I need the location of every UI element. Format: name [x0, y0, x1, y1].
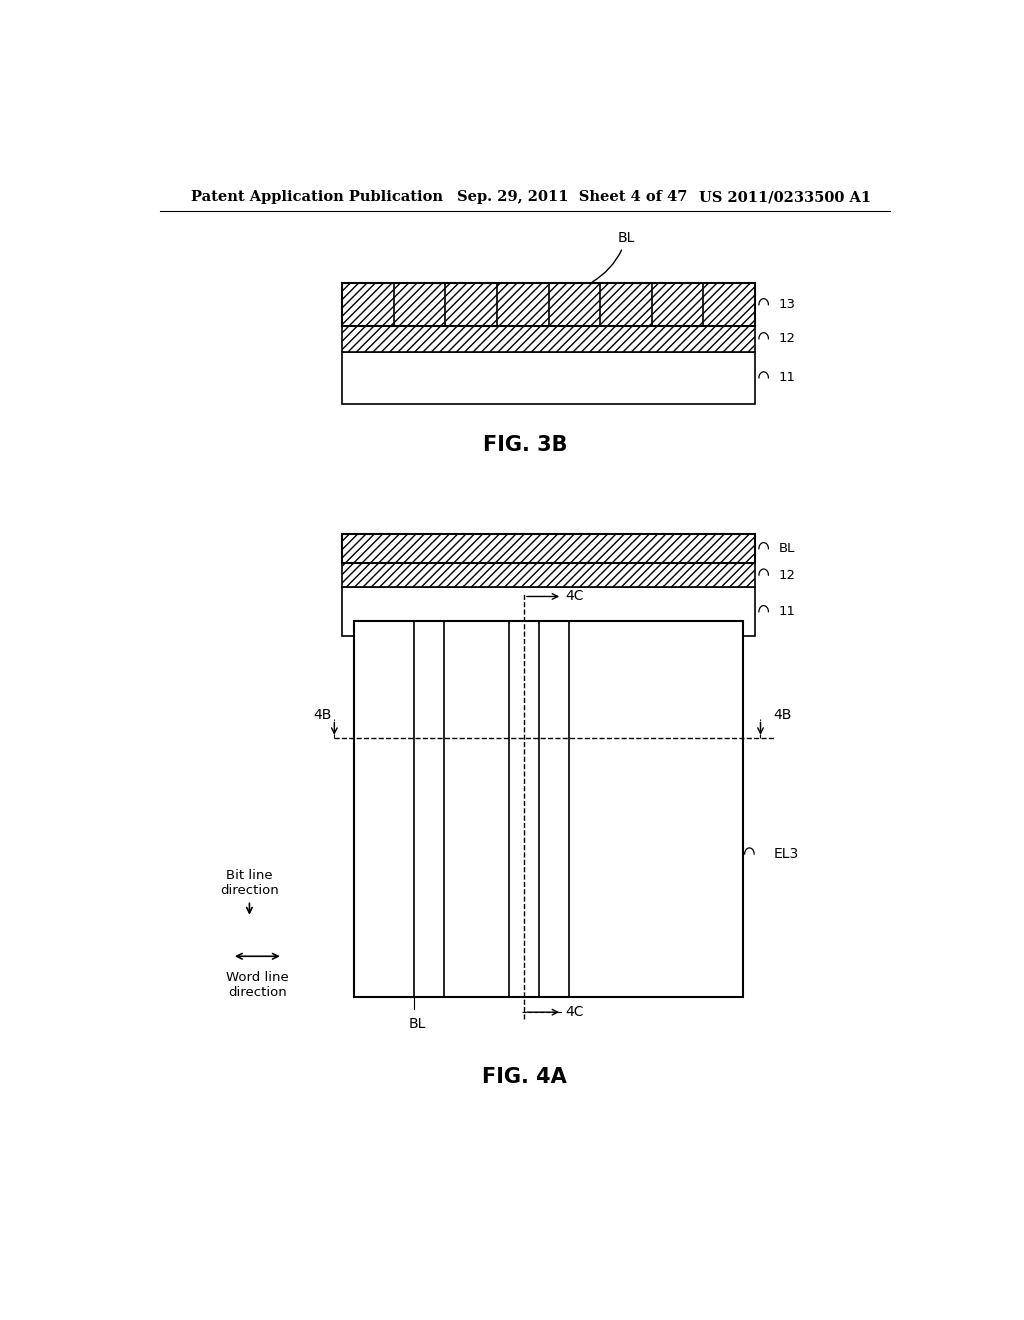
Bar: [342, 535, 755, 562]
Text: Sep. 29, 2011  Sheet 4 of 47: Sep. 29, 2011 Sheet 4 of 47: [458, 190, 688, 205]
Text: Patent Application Publication: Patent Application Publication: [191, 190, 443, 205]
Bar: [342, 351, 755, 404]
Text: FIG. 3C: FIG. 3C: [483, 671, 566, 690]
Text: BL: BL: [779, 543, 795, 556]
Bar: [342, 284, 755, 326]
Text: Word line
direction: Word line direction: [226, 970, 289, 998]
Text: 11: 11: [779, 605, 796, 618]
Text: BL: BL: [592, 231, 635, 282]
Text: 13: 13: [779, 298, 796, 312]
Bar: [342, 562, 755, 587]
Text: 12: 12: [779, 333, 796, 346]
Text: US 2011/0233500 A1: US 2011/0233500 A1: [699, 190, 871, 205]
Text: 4C: 4C: [565, 590, 584, 603]
Text: 4B: 4B: [773, 709, 792, 722]
Text: FIG. 4A: FIG. 4A: [482, 1068, 567, 1088]
Text: EL3: EL3: [773, 847, 799, 861]
Text: 4B: 4B: [313, 709, 332, 722]
Bar: [342, 587, 755, 636]
Text: FIG. 3B: FIG. 3B: [482, 436, 567, 455]
Text: 11: 11: [779, 371, 796, 384]
Text: BL: BL: [409, 1018, 426, 1031]
Text: 4C: 4C: [565, 1005, 584, 1019]
Text: 12: 12: [779, 569, 796, 582]
Bar: [354, 620, 743, 997]
Text: Bit line
direction: Bit line direction: [220, 870, 279, 898]
Bar: [342, 326, 755, 351]
